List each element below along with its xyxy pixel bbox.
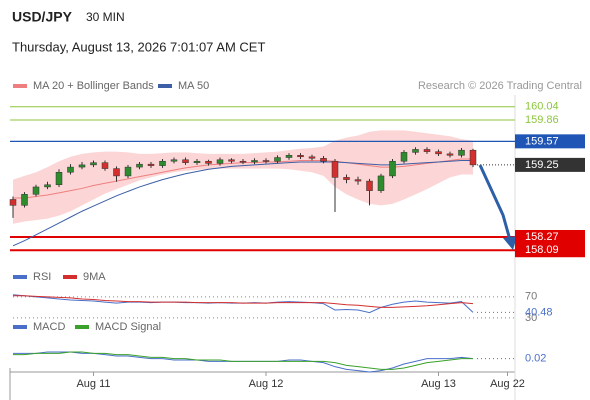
- x-tick-label: Aug 13: [421, 378, 456, 390]
- legend-label: RSI: [33, 271, 51, 283]
- candle-body: [182, 159, 189, 163]
- candle-body: [159, 160, 166, 166]
- source: Research © 2026 Trading Central: [418, 80, 582, 92]
- candle-body: [170, 159, 178, 162]
- level-box: [515, 134, 585, 149]
- candle-body: [366, 180, 373, 191]
- candle-body: [354, 179, 362, 182]
- candle-body: [136, 163, 143, 168]
- indicator-line: [12, 294, 474, 314]
- legend-label: MA 20 + Bollinger Bands: [33, 80, 154, 92]
- candle-body: [274, 157, 281, 162]
- candle-body: [458, 149, 465, 156]
- candle-body: [262, 160, 270, 162]
- candle-body: [205, 160, 212, 164]
- indicator-line: [13, 295, 474, 308]
- candle-body: [216, 159, 224, 164]
- legend-label: MACD Signal: [95, 321, 161, 333]
- indicator-line: [13, 351, 474, 373]
- candle-body: [331, 160, 339, 178]
- candle-body: [32, 186, 40, 195]
- x-tick-label: Aug 12: [249, 378, 284, 390]
- candle-body: [101, 162, 109, 169]
- candle-body: [124, 166, 132, 177]
- candle-body: [193, 160, 201, 163]
- candle-body: [239, 160, 247, 163]
- timeframe: 30 MIN: [86, 10, 125, 24]
- candle-body: [67, 166, 74, 173]
- forecast-arrow: [478, 164, 512, 241]
- candle-body: [228, 159, 235, 162]
- candle-body: [147, 163, 155, 166]
- bollinger-band: [13, 130, 473, 224]
- candle-body: [389, 160, 396, 177]
- level-label: 158.09: [525, 244, 559, 256]
- candle-body: [9, 199, 17, 206]
- symbol: USD/JPY: [12, 9, 73, 25]
- x-tick-label: Aug 11: [76, 378, 110, 390]
- candle-body: [423, 149, 431, 152]
- level-label: 160.04: [525, 101, 559, 113]
- level-label: 159.57: [525, 135, 559, 147]
- y-tick-label: 30: [525, 312, 537, 324]
- ma-line: [12, 159, 473, 247]
- candle-body: [308, 156, 316, 159]
- last-price-box: [515, 157, 585, 172]
- candle-body: [55, 171, 63, 186]
- legend-label: 9MA: [83, 271, 106, 283]
- level-label: 159.86: [525, 114, 559, 126]
- last-price-label: 159.25: [525, 159, 559, 171]
- candle-body: [44, 184, 51, 188]
- legend-label: MACD: [33, 321, 65, 333]
- candle-body: [285, 155, 293, 158]
- candle-body: [90, 162, 97, 166]
- level-label: 158.27: [525, 231, 559, 243]
- candle-body: [446, 153, 454, 156]
- y-tick-label: 70: [525, 291, 537, 303]
- current-label: 40.48: [525, 306, 553, 318]
- level-box: [515, 229, 585, 244]
- candle-body: [435, 151, 442, 155]
- forecast-arrowhead: [503, 236, 517, 250]
- candle-body: [251, 160, 258, 163]
- candle-body: [469, 149, 477, 166]
- candle-body: [297, 155, 304, 158]
- candle-body: [21, 194, 28, 206]
- indicator-line: [13, 351, 473, 370]
- datetime: Thursday, August 13, 2026 7:01:07 AM CET: [12, 39, 265, 54]
- legend-label: MA 50: [178, 80, 209, 92]
- candle-body: [377, 175, 385, 191]
- current-label: 0.02: [525, 353, 546, 365]
- candle-body: [78, 164, 86, 168]
- candle-body: [412, 149, 419, 153]
- x-tick-label: Aug 22: [490, 378, 525, 390]
- candle-body: [343, 177, 350, 180]
- candle-body: [320, 158, 327, 162]
- level-box: [515, 243, 585, 258]
- candle-body: [113, 168, 120, 177]
- candle-body: [400, 152, 408, 162]
